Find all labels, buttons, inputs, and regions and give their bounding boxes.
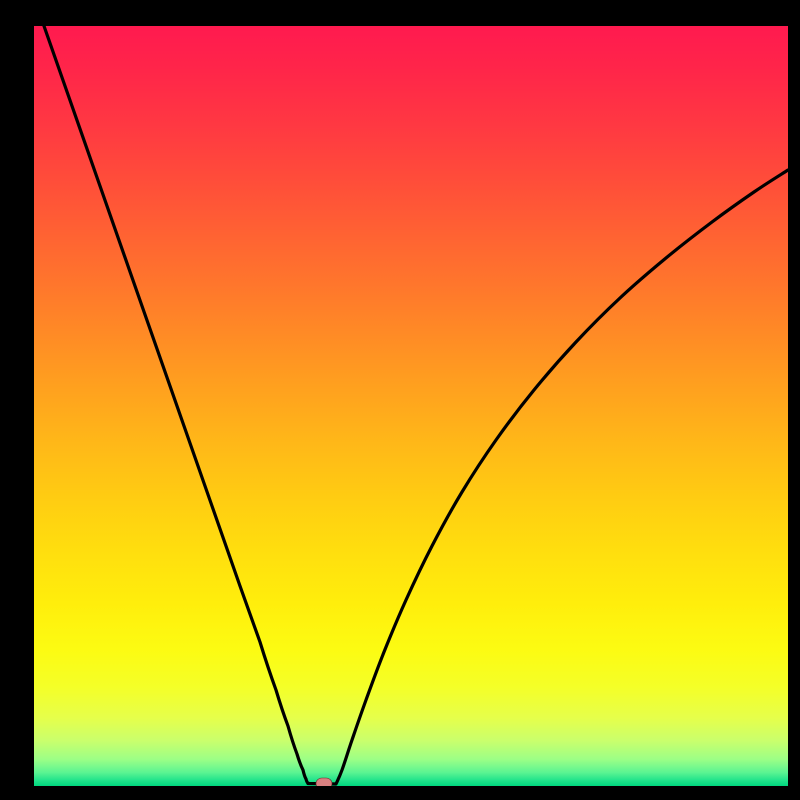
page-root: TheBottleneck.com <box>0 0 800 800</box>
border-left <box>0 0 34 800</box>
border-bottom <box>0 786 800 800</box>
bottleneck-chart <box>0 0 800 800</box>
plot-area <box>34 26 788 786</box>
border-right <box>788 0 800 800</box>
border-top <box>0 0 800 26</box>
